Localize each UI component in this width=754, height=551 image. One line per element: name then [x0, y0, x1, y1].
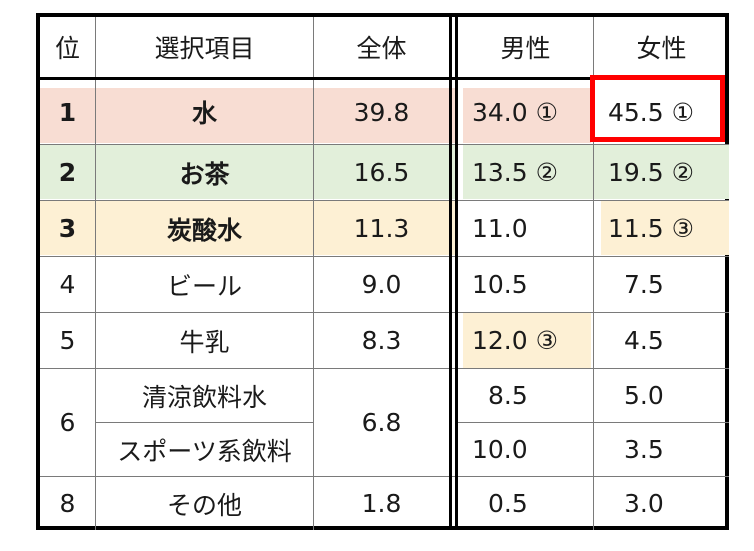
- male-5: 12.0 ③: [472, 326, 559, 355]
- grid-line: [40, 200, 729, 201]
- item-6a: 清涼飲料水: [141, 382, 267, 412]
- female-5: 4.5: [624, 326, 664, 355]
- row3-female-bg: [601, 200, 729, 255]
- grid-line: [40, 256, 729, 257]
- header-male: 男性: [500, 34, 551, 63]
- female-4: 7.5: [624, 270, 664, 299]
- male-6b: 10.0: [472, 435, 528, 464]
- grid-line: [40, 368, 729, 369]
- total-2: 16.5: [353, 158, 410, 187]
- grid-line: [593, 17, 594, 530]
- total-8: 1.8: [361, 489, 402, 518]
- header-separator: [40, 77, 729, 80]
- double-line-left: [449, 17, 452, 530]
- item-4: ビール: [166, 271, 242, 301]
- header-female: 女性: [636, 34, 687, 63]
- female-8: 3.0: [624, 489, 664, 518]
- female-3: 11.5 ③: [608, 214, 695, 243]
- item-1: 水: [191, 99, 217, 128]
- grid-line: [40, 312, 729, 313]
- header-total: 全体: [356, 34, 407, 63]
- item-5: 牛乳: [179, 327, 230, 357]
- double-line-right: [455, 17, 458, 530]
- row2-gender-bg: [463, 144, 729, 199]
- row5-male-bg: [463, 313, 591, 368]
- female-6a: 5.0: [624, 381, 664, 410]
- item-6b: スポーツ系飲料: [117, 436, 292, 466]
- male-1: 34.0 ①: [472, 97, 559, 127]
- rank-8: 8: [59, 489, 76, 518]
- female-2: 19.5 ②: [608, 158, 695, 187]
- female-1: 45.5 ①: [608, 97, 695, 127]
- total-6: 6.8: [361, 408, 402, 437]
- row3-bg: [40, 200, 456, 255]
- grid-line: [40, 144, 729, 145]
- row1-bg: [40, 88, 456, 143]
- grid-line: [313, 17, 314, 530]
- grid-line: [95, 17, 96, 530]
- highlight-box: [590, 75, 725, 142]
- male-3: 11.0: [472, 214, 528, 243]
- rank-5: 5: [59, 326, 76, 355]
- ranking-table: 位 選択項目 全体 男性 女性 1 水 39.8 34.0 ① 45.5 ① 2…: [36, 13, 729, 530]
- grid-line: [96, 422, 313, 423]
- total-1: 39.8: [353, 97, 410, 127]
- total-4: 9.0: [361, 270, 402, 299]
- grid-line: [40, 476, 729, 477]
- female-6b: 3.5: [624, 435, 664, 464]
- header-item: 選択項目: [154, 34, 255, 63]
- male-2: 13.5 ②: [472, 158, 559, 187]
- rank-6: 6: [59, 408, 76, 437]
- rank-2: 2: [58, 158, 77, 187]
- male-8: 0.5: [488, 489, 528, 518]
- male-6a: 8.5: [488, 381, 528, 410]
- total-3: 11.3: [353, 214, 410, 243]
- row2-bg: [40, 144, 456, 199]
- rank-1: 1: [58, 97, 77, 127]
- male-4: 10.5: [472, 270, 528, 299]
- rank-4: 4: [59, 270, 76, 299]
- total-5: 8.3: [361, 326, 402, 355]
- item-2: お茶: [179, 159, 230, 189]
- rank-3: 3: [58, 214, 77, 243]
- grid-line: [455, 422, 729, 423]
- row1-male-bg: [463, 88, 591, 143]
- header-rank: 位: [54, 34, 80, 63]
- item-8: その他: [166, 490, 242, 520]
- item-3: 炭酸水: [166, 215, 242, 245]
